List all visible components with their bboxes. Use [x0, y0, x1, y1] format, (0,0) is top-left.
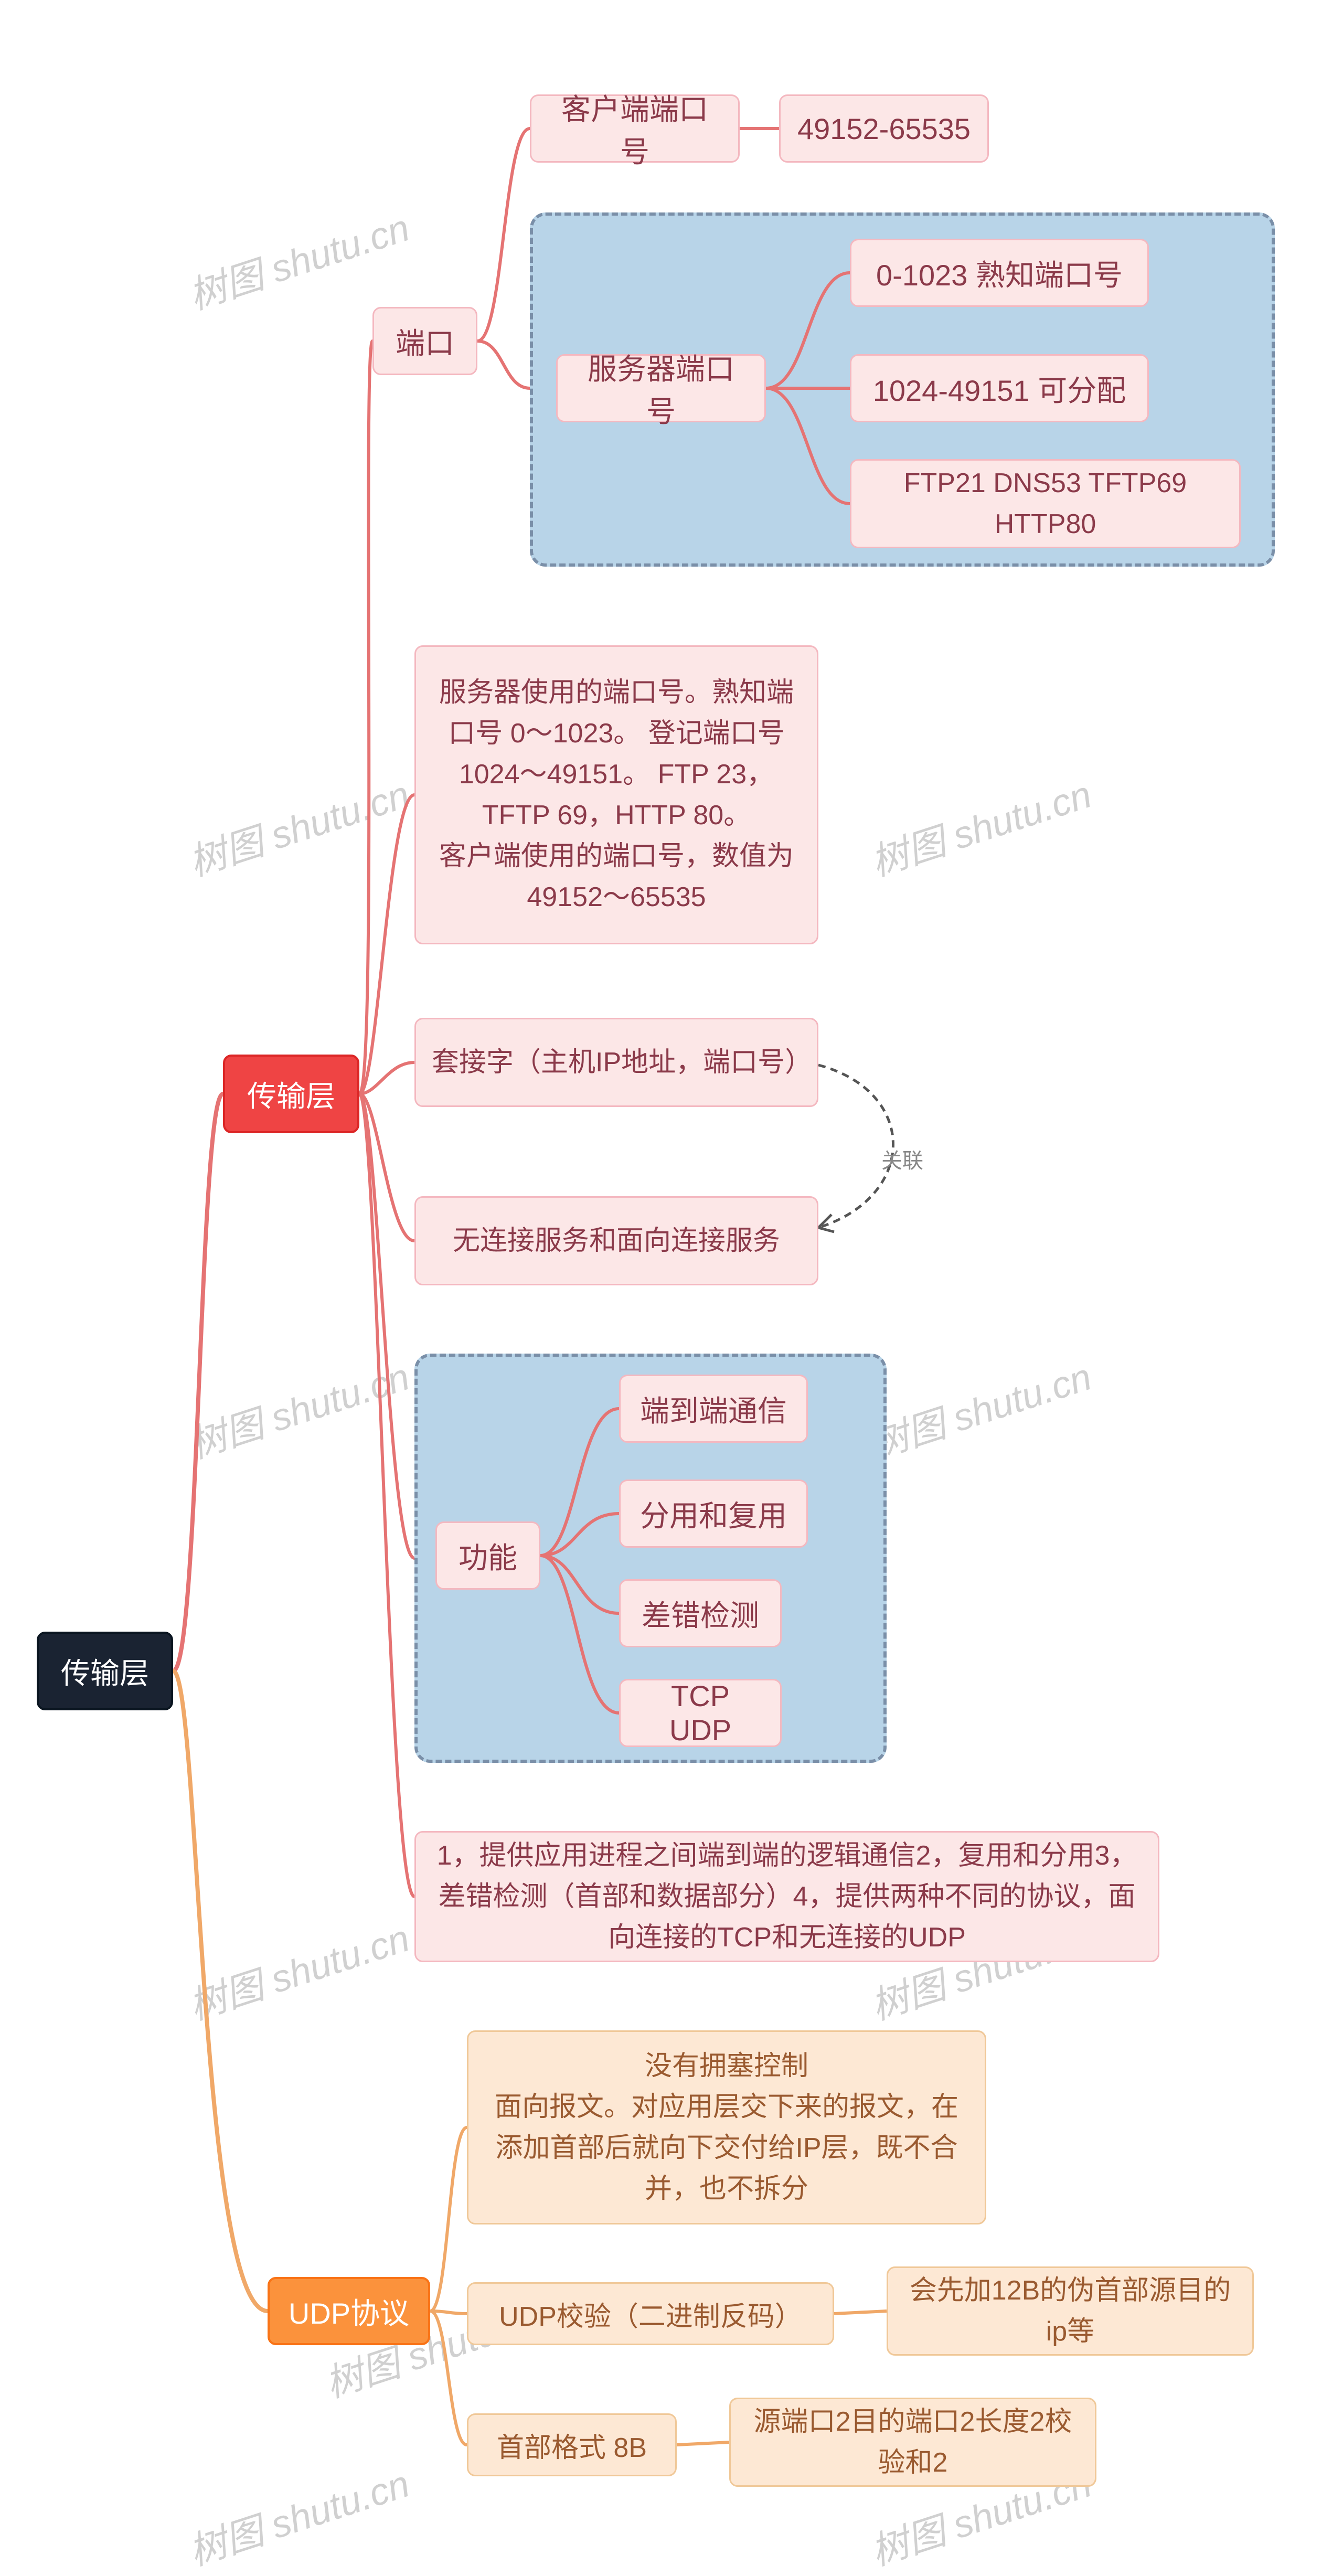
socket-node[interactable]: 套接字（主机IP地址，端口号） — [414, 1018, 818, 1107]
client-port-node[interactable]: 客户端端口号 — [530, 94, 740, 163]
root-node[interactable]: 传输层 — [37, 1632, 173, 1710]
udp-checksum-node[interactable]: UDP校验（二进制反码） — [467, 2282, 834, 2345]
server-registered-node[interactable]: 1024-49151 可分配 — [850, 354, 1149, 422]
watermark: 树图 shutu.cn — [180, 763, 415, 887]
transport-node[interactable]: 传输层 — [223, 1055, 359, 1133]
func-node[interactable]: 功能 — [435, 1521, 540, 1590]
server-wellknown-node[interactable]: 0-1023 熟知端口号 — [850, 239, 1149, 307]
udp-desc-node[interactable]: 没有拥塞控制 面向报文。对应用层交下来的报文，在添加首部后就向下交付给IP层，既… — [467, 2030, 986, 2224]
watermark: 树图 shutu.cn — [180, 1346, 415, 1469]
udp-node[interactable]: UDP协议 — [268, 2277, 430, 2345]
server-port-node[interactable]: 服务器端口号 — [556, 354, 766, 422]
func-errcheck-node[interactable]: 差错检测 — [619, 1579, 782, 1647]
udp-header-node[interactable]: 首部格式 8B — [467, 2413, 677, 2476]
watermark: 树图 shutu.cn — [862, 763, 1097, 887]
watermark: 树图 shutu.cn — [862, 1346, 1097, 1469]
watermark: 树图 shutu.cn — [180, 2453, 415, 2576]
relation-label: 关联 — [881, 1144, 923, 1174]
udp-checksum-child-node[interactable]: 会先加12B的伪首部源目的ip等 — [887, 2266, 1254, 2356]
port-desc-node[interactable]: 服务器使用的端口号。熟知端口号 0～1023。 登记端口号1024～49151。… — [414, 645, 818, 944]
udp-header-child-node[interactable]: 源端口2目的端口2长度2校验和2 — [729, 2398, 1096, 2487]
client-range-node[interactable]: 49152-65535 — [779, 94, 989, 163]
port-node[interactable]: 端口 — [372, 307, 477, 375]
func-mux-node[interactable]: 分用和复用 — [619, 1479, 808, 1548]
watermark: 树图 shutu.cn — [180, 1907, 415, 2030]
conn-service-node[interactable]: 无连接服务和面向连接服务 — [414, 1196, 818, 1285]
func-endtoend-node[interactable]: 端到端通信 — [619, 1375, 808, 1443]
server-examples-node[interactable]: FTP21 DNS53 TFTP69 HTTP80 — [850, 459, 1241, 548]
watermark: 树图 shutu.cn — [180, 197, 415, 320]
func-tcpudp-node[interactable]: TCP UDP — [619, 1679, 782, 1747]
numbered-desc-node[interactable]: 1，提供应用进程之间端到端的逻辑通信2，复用和分用3，差错检测（首部和数据部分）… — [414, 1831, 1159, 1962]
